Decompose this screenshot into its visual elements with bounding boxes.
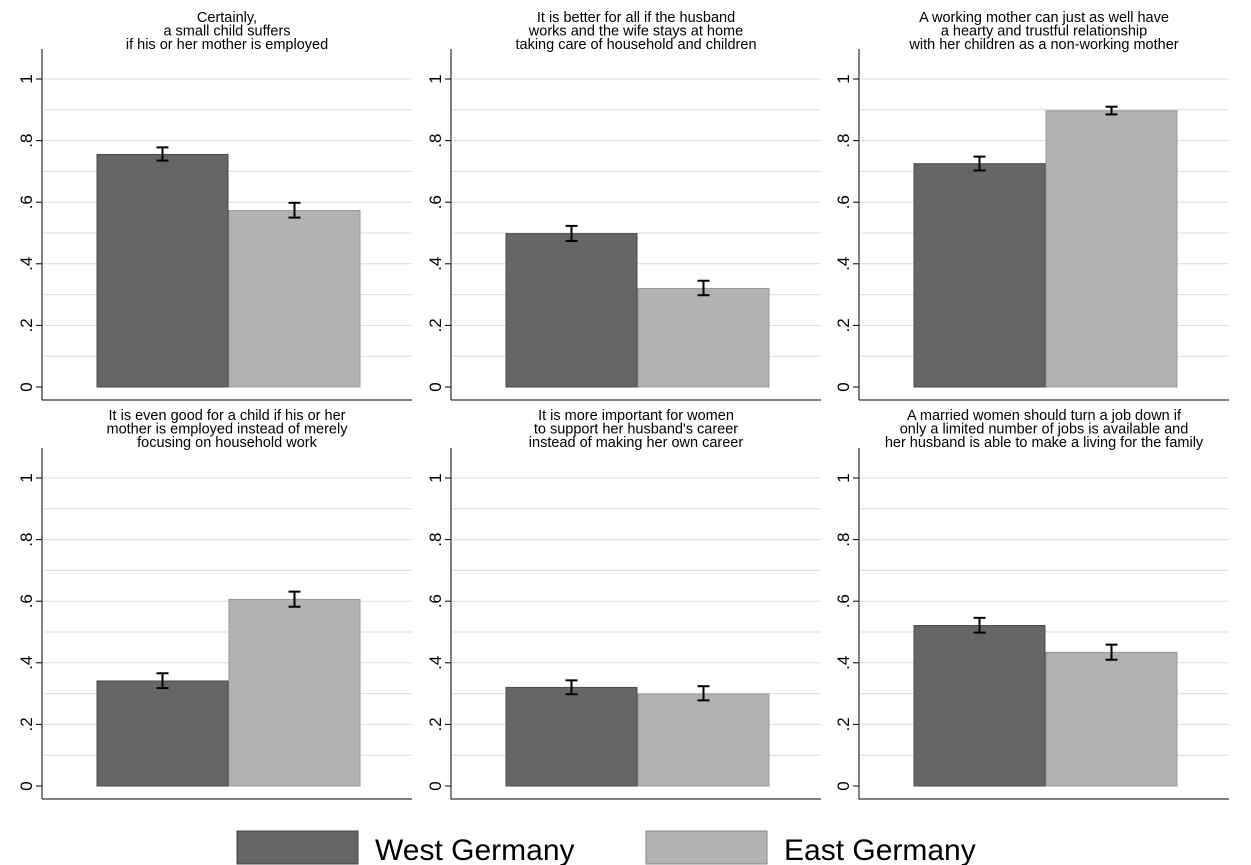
bar-east-germany: [1045, 110, 1178, 388]
bar-west-germany: [913, 625, 1046, 787]
y-tick-label: 0: [834, 781, 853, 790]
legend-label-west-germany: West Germany: [375, 834, 575, 865]
chart-panel-1: 0 .2 .4 .6 .8 1 Certainly,a small child suffer…: [17, 10, 412, 401]
y-tick-label: .2: [834, 717, 853, 731]
y-tick-label: .8: [17, 134, 36, 148]
bar-west-germany: [913, 163, 1046, 388]
bar-west-germany: [96, 680, 229, 787]
bar-west-germany: [505, 233, 638, 388]
panel-title-line: taking care of household and children: [515, 37, 756, 53]
panel-title-line: works and the wife stays at home: [528, 24, 743, 40]
y-tick-label: .8: [17, 533, 36, 547]
y-tick-label: .6: [17, 594, 36, 608]
panel-title-line: to support her husband's career: [534, 422, 738, 438]
y-tick-label: .8: [834, 134, 853, 148]
y-tick-label: .4: [834, 656, 853, 670]
y-tick-label: 0: [17, 781, 36, 790]
y-tick-label: .8: [834, 533, 853, 547]
bar-east-germany: [637, 693, 770, 787]
y-tick-label: 1: [17, 473, 36, 482]
y-tick-label: .4: [426, 257, 445, 271]
y-tick-label: .2: [426, 318, 445, 332]
y-tick-label: 1: [17, 74, 36, 83]
y-tick-label: .4: [17, 656, 36, 670]
y-tick-label: 0: [834, 382, 853, 391]
panel-title-line: a small child suffers: [163, 24, 290, 40]
bar-east-germany: [1045, 651, 1178, 787]
chart-panel-3: 0 .2 .4 .6 .8 1 A working mother can just as w…: [834, 10, 1229, 401]
panel-title-line: It is more important for women: [538, 408, 734, 424]
panel-title-line: mother is employed instead of merely: [107, 422, 349, 438]
panel-title-line: her husband is able to make a living for…: [885, 435, 1204, 451]
y-tick-label: .2: [17, 318, 36, 332]
y-tick-label: 1: [834, 74, 853, 83]
panel-title-line: a hearty and trustful relationship: [941, 24, 1147, 40]
panels: 0 .2 .4 .6 .8 1 Certainly,a small child suffer…: [17, 10, 1229, 800]
chart-panel-2: 0 .2 .4 .6 .8 1 It is better for all if the hu…: [426, 10, 821, 401]
bar-west-germany: [505, 686, 638, 787]
panel-title-line: if his or her mother is employed: [126, 37, 328, 53]
panel-title-line: only a limited number of jobs is availab…: [900, 422, 1189, 438]
bar-west-germany: [96, 153, 229, 388]
panel-title-line: focusing on household work: [137, 435, 318, 451]
bar-east-germany: [228, 598, 361, 787]
y-tick-label: 0: [426, 382, 445, 391]
y-tick-label: 0: [17, 382, 36, 391]
y-tick-label: .6: [17, 195, 36, 209]
panel-title-line: A married women should turn a job down i…: [907, 408, 1182, 424]
legend-swatch-east-germany: [645, 830, 768, 865]
y-tick-label: .2: [426, 717, 445, 731]
panel-title-line: with her children as a non-working mothe…: [908, 37, 1178, 53]
y-tick-label: .6: [834, 594, 853, 608]
y-tick-label: .4: [834, 257, 853, 271]
panel-title-line: instead of making her own career: [529, 435, 744, 451]
y-tick-label: .4: [426, 656, 445, 670]
y-tick-label: 1: [426, 473, 445, 482]
y-tick-label: .8: [426, 134, 445, 148]
chart-panel-4: 0 .2 .4 .6 .8 1 It is even good for a child if…: [17, 408, 412, 800]
y-tick-label: 1: [426, 74, 445, 83]
legend: West Germany East Germany: [236, 830, 976, 865]
chart-panel-6: 0 .2 .4 .6 .8 1 A married women should turn a …: [834, 408, 1229, 800]
panel-title-line: It is even good for a child if his or he…: [109, 408, 346, 424]
y-tick-label: .6: [834, 195, 853, 209]
y-tick-label: .6: [426, 195, 445, 209]
panel-title-line: Certainly,: [197, 10, 257, 26]
panel-title-line: It is better for all if the husband: [537, 10, 735, 26]
bar-east-germany: [228, 210, 361, 388]
y-tick-label: 0: [426, 781, 445, 790]
panel-title-line: A working mother can just as well have: [919, 10, 1169, 26]
y-tick-label: .2: [17, 717, 36, 731]
legend-label-east-germany: East Germany: [784, 834, 976, 865]
y-tick-label: .6: [426, 594, 445, 608]
y-tick-label: 1: [834, 473, 853, 482]
legend-swatch-west-germany: [236, 830, 359, 865]
chart-panel-5: 0 .2 .4 .6 .8 1 It is more important for women…: [426, 408, 821, 800]
y-tick-label: .2: [834, 318, 853, 332]
y-tick-label: .4: [17, 257, 36, 271]
bar-east-germany: [637, 287, 770, 388]
y-tick-label: .8: [426, 533, 445, 547]
